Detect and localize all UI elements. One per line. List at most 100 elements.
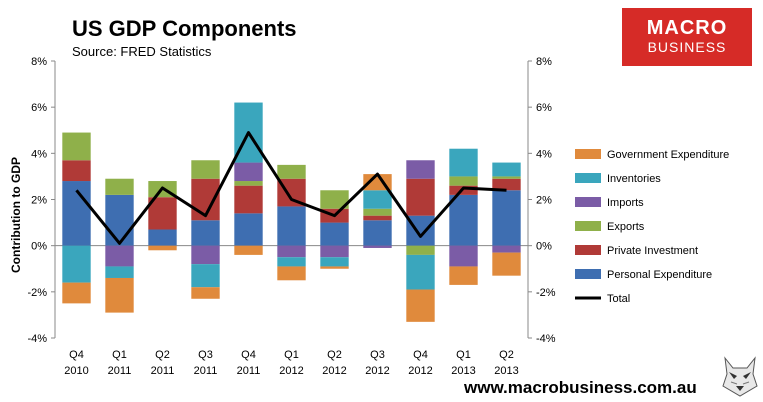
legend-swatch-personal xyxy=(575,269,601,279)
bar-personal xyxy=(277,206,306,246)
bar-inventories xyxy=(320,257,349,267)
category-year-label: 2013 xyxy=(451,365,475,377)
bar-inventories xyxy=(62,245,91,283)
category-year-label: 2012 xyxy=(365,365,389,377)
logo-line-1: MACRO xyxy=(646,17,728,39)
left-axis-ticks: -4% -2% 0% 2% 4% 6% 8% xyxy=(27,56,55,345)
y-axis-label: Contribution to GDP xyxy=(9,157,23,273)
left-tick-label: -4% xyxy=(27,333,47,345)
category-year-label: 2012 xyxy=(408,365,432,377)
right-tick-label: 6% xyxy=(536,102,552,114)
bar-government xyxy=(62,282,91,304)
category-labels: Q4 2010 Q1 2011 Q2 2011 Q3 2011 Q4 2011 Q1 2012 Q2 20… xyxy=(64,349,518,377)
bar-imports xyxy=(105,245,134,267)
right-tick-label: 4% xyxy=(536,148,552,160)
right-tick-label: -4% xyxy=(536,333,556,345)
right-tick-label: -2% xyxy=(536,287,556,299)
legend-swatch-private_investment xyxy=(575,245,601,255)
bar-personal xyxy=(148,229,177,246)
bar-exports xyxy=(406,245,435,255)
footer-url: www.macrobusiness.com.au xyxy=(464,378,697,397)
category-quarter-label: Q3 xyxy=(198,349,213,361)
wolf-mascot-icon xyxy=(722,356,758,397)
bar-government xyxy=(406,289,435,322)
category-quarter-label: Q4 xyxy=(413,349,428,361)
legend-swatch-inventories xyxy=(575,173,601,183)
bar-private_investment xyxy=(406,178,435,216)
bar-imports xyxy=(406,160,435,179)
category-year-label: 2010 xyxy=(64,365,88,377)
bar-private_investment xyxy=(234,185,263,214)
bar-private_investment xyxy=(449,185,478,195)
total-line-group xyxy=(75,131,507,245)
legend-label-government: Government Expenditure xyxy=(607,149,729,161)
total-line xyxy=(75,131,507,245)
category-quarter-label: Q1 xyxy=(456,349,471,361)
category-quarter-label: Q1 xyxy=(284,349,299,361)
category-quarter-label: Q4 xyxy=(69,349,84,361)
bar-personal xyxy=(105,194,134,246)
bar-exports xyxy=(363,208,392,216)
left-tick-label: 2% xyxy=(31,195,47,207)
category-year-label: 2011 xyxy=(108,365,132,377)
category-year-label: 2011 xyxy=(194,365,218,377)
bar-government xyxy=(277,266,306,281)
stacked-bars xyxy=(62,102,521,322)
bar-exports xyxy=(191,160,220,179)
logo-line-2: BUSINESS xyxy=(647,39,727,55)
legend-label-imports: Imports xyxy=(607,197,644,209)
bar-personal xyxy=(320,222,349,246)
left-tick-label: 8% xyxy=(31,56,47,68)
legend-swatch-government xyxy=(575,149,601,159)
bar-government xyxy=(449,266,478,285)
bar-exports xyxy=(105,178,134,195)
legend-label-inventories: Inventories xyxy=(607,173,661,185)
macrobusiness-logo: MACRO BUSINESS xyxy=(622,8,752,66)
bar-exports xyxy=(492,176,521,179)
category-year-label: 2012 xyxy=(279,365,303,377)
bar-government xyxy=(148,245,177,251)
right-tick-label: 2% xyxy=(536,195,552,207)
bar-exports xyxy=(320,190,349,209)
bar-imports xyxy=(363,245,392,248)
category-year-label: 2013 xyxy=(494,365,518,377)
category-year-label: 2011 xyxy=(151,365,175,377)
left-tick-label: 0% xyxy=(31,241,47,253)
bar-government xyxy=(191,287,220,299)
bar-imports xyxy=(277,245,306,258)
bar-inventories xyxy=(449,148,478,177)
bar-inventories xyxy=(277,257,306,267)
legend-label-exports: Exports xyxy=(607,221,645,233)
bar-imports xyxy=(320,245,349,258)
bar-personal xyxy=(363,220,392,246)
bar-personal xyxy=(234,213,263,246)
bar-government xyxy=(234,245,263,255)
bar-inventories xyxy=(363,190,392,209)
chart-title: US GDP Components xyxy=(72,16,297,41)
category-quarter-label: Q3 xyxy=(370,349,385,361)
bar-government xyxy=(492,252,521,276)
legend-label-total: Total xyxy=(607,293,630,305)
bar-private_investment xyxy=(62,160,91,182)
category-year-label: 2012 xyxy=(322,365,346,377)
category-quarter-label: Q2 xyxy=(327,349,342,361)
right-tick-label: 8% xyxy=(536,56,552,68)
bar-exports xyxy=(449,176,478,186)
bar-personal xyxy=(492,190,521,246)
bar-inventories xyxy=(492,162,521,177)
bar-imports xyxy=(191,245,220,265)
bar-exports xyxy=(62,132,91,161)
left-tick-label: -2% xyxy=(27,287,47,299)
bar-private_investment xyxy=(363,215,392,221)
left-tick-label: 4% xyxy=(31,148,47,160)
bar-inventories xyxy=(191,264,220,288)
chart-subtitle: Source: FRED Statistics xyxy=(72,44,212,59)
category-quarter-label: Q2 xyxy=(499,349,514,361)
left-tick-label: 6% xyxy=(31,102,47,114)
bar-exports xyxy=(277,164,306,179)
bar-inventories xyxy=(406,254,435,290)
bar-personal xyxy=(449,194,478,246)
legend-swatch-imports xyxy=(575,197,601,207)
right-axis-ticks: -4% -2% 0% 2% 4% 6% 8% xyxy=(528,56,556,345)
